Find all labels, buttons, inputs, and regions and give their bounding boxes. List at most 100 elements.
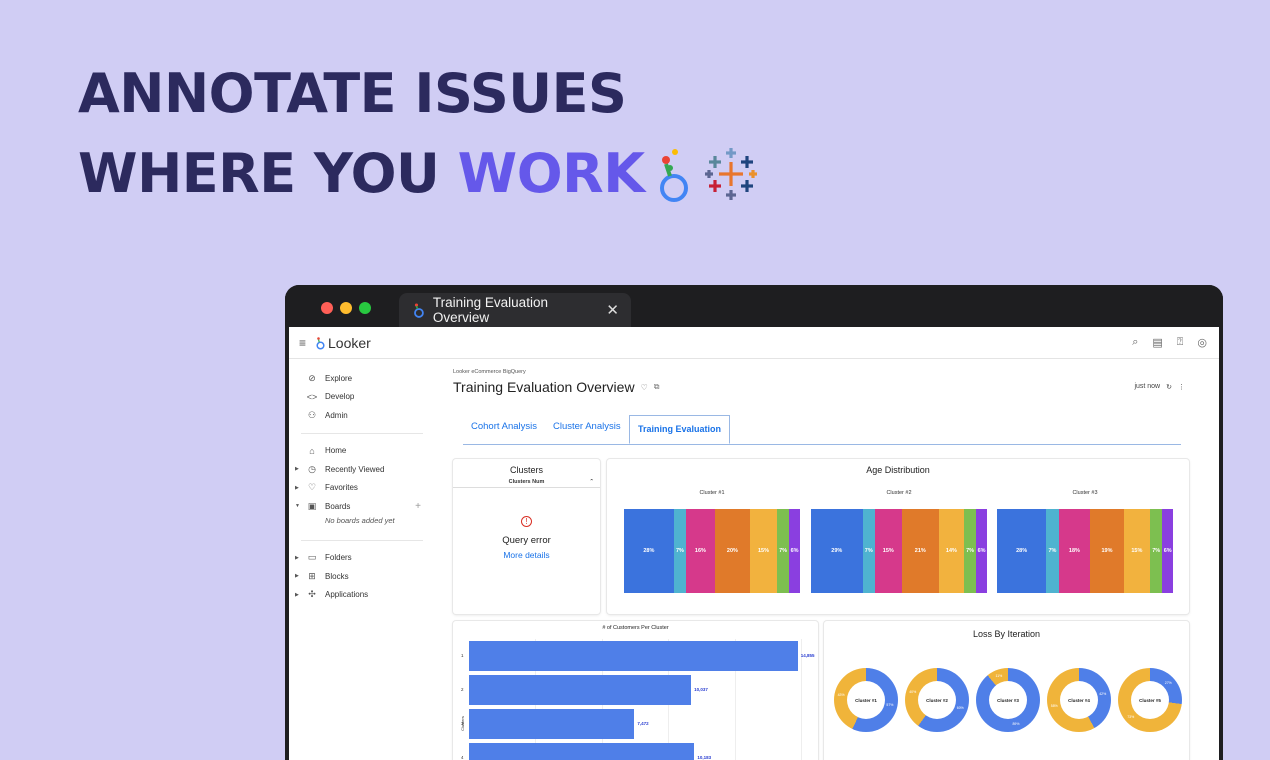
tab-close-icon[interactable]: ✕: [606, 302, 619, 319]
hbar-row: 3 7,472: [461, 707, 801, 741]
donut-chart[interactable]: Cluster #3 89% 11%: [976, 668, 1040, 732]
bar-segment[interactable]: 6%: [976, 509, 987, 593]
looker-favicon-icon: [414, 303, 424, 318]
customers-chart-title: # of Customers Per Cluster: [602, 625, 669, 631]
bar-segment[interactable]: 7%: [1046, 509, 1059, 593]
collapse-caret-icon[interactable]: ▼: [295, 503, 300, 510]
cluster-subtitle: Cluster #2: [886, 490, 912, 496]
slice-label: 60%: [956, 705, 964, 710]
headline-line-1: ANNOTATE ISSUES: [78, 62, 627, 125]
help-icon[interactable]: ⍰: [1176, 336, 1184, 348]
stacked-bar[interactable]: 29% 7% 15% 21% 14% 7% 6%: [811, 509, 987, 593]
donut-chart[interactable]: Cluster #1 57% 43%: [834, 668, 898, 732]
clusters-column-header[interactable]: Clusters Num ⌃: [453, 479, 600, 488]
sidebar-item-recently-viewed[interactable]: ▶ ◷ Recently Viewed: [289, 460, 429, 479]
slice-label: 42%: [1099, 691, 1107, 696]
donut-chart[interactable]: Cluster #5 27% 73%: [1118, 668, 1182, 732]
slice-label: 40%: [909, 690, 917, 695]
sidebar-item-label: Applications: [325, 590, 369, 600]
data-label: 7,472: [637, 721, 649, 726]
menu-icon[interactable]: ≡: [299, 335, 307, 350]
last-updated: just now: [1134, 383, 1161, 390]
bar[interactable]: [469, 641, 798, 671]
account-icon[interactable]: ◎: [1197, 337, 1207, 349]
sidebar-item-blocks[interactable]: ▶ ⊞ Blocks: [289, 567, 429, 586]
bar-segment[interactable]: 15%: [750, 509, 777, 593]
bar-segment[interactable]: 28%: [624, 509, 674, 593]
clusters-card-title: Clusters: [509, 465, 543, 475]
maximize-window-button[interactable]: [359, 302, 371, 314]
bar-segment[interactable]: 21%: [901, 509, 939, 593]
minimize-window-button[interactable]: [340, 302, 352, 314]
bar-segment[interactable]: 14%: [938, 509, 964, 593]
sidebar-item-boards[interactable]: ▼ ▣ Boards +: [289, 497, 429, 516]
hbar-chart: 1 14,855 2 10,037 3 7,472 4 10,183: [461, 639, 815, 760]
search-icon[interactable]: ⌕: [1132, 336, 1139, 348]
bar-segment[interactable]: 6%: [1162, 509, 1173, 593]
marketplace-icon[interactable]: ▤: [1152, 337, 1163, 349]
browser-tab[interactable]: Training Evaluation Overview ✕: [399, 293, 631, 327]
tab-cluster-analysis[interactable]: Cluster Analysis: [553, 421, 621, 432]
folder-icon: ▭: [307, 552, 317, 563]
bar-segment[interactable]: 7%: [862, 509, 875, 593]
slice-label: 58%: [1050, 704, 1058, 709]
bar-segment[interactable]: 16%: [686, 509, 715, 593]
expand-caret-icon[interactable]: ▶: [295, 591, 299, 598]
bar-segment[interactable]: 15%: [874, 509, 902, 593]
sort-chevron-icon[interactable]: ⌃: [589, 479, 594, 485]
sidebar-item-label: Boards: [325, 501, 351, 511]
stacked-bar[interactable]: 28% 7% 16% 20% 15% 7% 6%: [624, 509, 800, 593]
bar[interactable]: [469, 709, 635, 739]
close-window-button[interactable]: [321, 302, 333, 314]
bar-segment[interactable]: 7%: [1150, 509, 1163, 593]
add-board-icon[interactable]: +: [415, 500, 421, 512]
bar[interactable]: [469, 743, 695, 760]
sidebar-item-develop[interactable]: <> Develop: [289, 388, 429, 407]
expand-caret-icon[interactable]: ▶: [295, 484, 299, 491]
bar-segment[interactable]: 28%: [997, 509, 1047, 593]
board-icon: ▣: [307, 500, 317, 511]
bar-segment[interactable]: 7%: [776, 509, 790, 593]
looker-app: ≡ Looker ⌕ ▤ ⍰ ◎ ⊘ Explore <> Develop ⚇ Adm…: [289, 327, 1219, 760]
sidebar-item-applications[interactable]: ▶ ✣ Applications: [289, 586, 429, 605]
breadcrumb[interactable]: Looker eCommerce BigQuery: [453, 369, 526, 375]
refresh-icon[interactable]: ↻: [1166, 384, 1172, 391]
app-logo-text: Looker: [328, 334, 371, 351]
sidebar-item-favorites[interactable]: ▶ ♡ Favorites: [289, 479, 429, 498]
expand-caret-icon[interactable]: ▶: [295, 554, 299, 561]
heart-icon: ♡: [307, 482, 317, 493]
tableau-logo-icon: [704, 147, 757, 200]
donut-chart[interactable]: Cluster #2 60% 40%: [905, 668, 969, 732]
compass-icon: ⊘: [308, 372, 316, 383]
donut-chart[interactable]: Cluster #4 42% 58%: [1047, 668, 1111, 732]
sidebar-item-admin[interactable]: ⚇ Admin: [289, 406, 429, 425]
sidebar-item-home[interactable]: ⌂ Home: [289, 442, 429, 461]
more-options-icon[interactable]: ⋮: [1178, 384, 1185, 391]
bar-segment[interactable]: 18%: [1058, 509, 1091, 593]
favorite-heart-icon[interactable]: ♡: [640, 382, 648, 392]
tab-cohort-analysis[interactable]: Cohort Analysis: [471, 421, 538, 432]
sidebar-item-explore[interactable]: ⊘ Explore: [289, 369, 429, 388]
bar-segment[interactable]: 6%: [789, 509, 800, 593]
copy-icon[interactable]: ⧉: [653, 382, 660, 391]
home-icon: ⌂: [309, 445, 315, 456]
bar-segment[interactable]: 7%: [673, 509, 687, 593]
browser-titlebar: Training Evaluation Overview ✕: [285, 285, 1223, 327]
bar-segment[interactable]: 20%: [714, 509, 751, 593]
expand-caret-icon[interactable]: ▶: [295, 466, 299, 473]
bar[interactable]: [469, 675, 692, 705]
sidebar-item-folders[interactable]: ▶ ▭ Folders: [289, 549, 429, 568]
bar-segment[interactable]: 7%: [963, 509, 977, 593]
bar-segment[interactable]: 29%: [811, 509, 863, 593]
bar-segment[interactable]: 15%: [1123, 509, 1151, 593]
more-details-link[interactable]: More details: [503, 550, 550, 560]
bar-segment[interactable]: 19%: [1090, 509, 1124, 593]
stacked-bar[interactable]: 28% 7% 18% 19% 15% 7% 6%: [997, 509, 1173, 593]
sidebar-item-label: Folders: [325, 553, 352, 563]
app-logo[interactable]: Looker: [316, 335, 371, 351]
donut-label: Cluster #3: [989, 681, 1027, 719]
expand-caret-icon[interactable]: ▶: [295, 573, 299, 580]
blocks-icon: ⊞: [308, 570, 316, 581]
loss-by-iteration-card: Loss By Iteration Cluster #1 57% 43% Cluste…: [824, 621, 1189, 760]
tab-training-evaluation[interactable]: Training Evaluation: [629, 415, 731, 444]
